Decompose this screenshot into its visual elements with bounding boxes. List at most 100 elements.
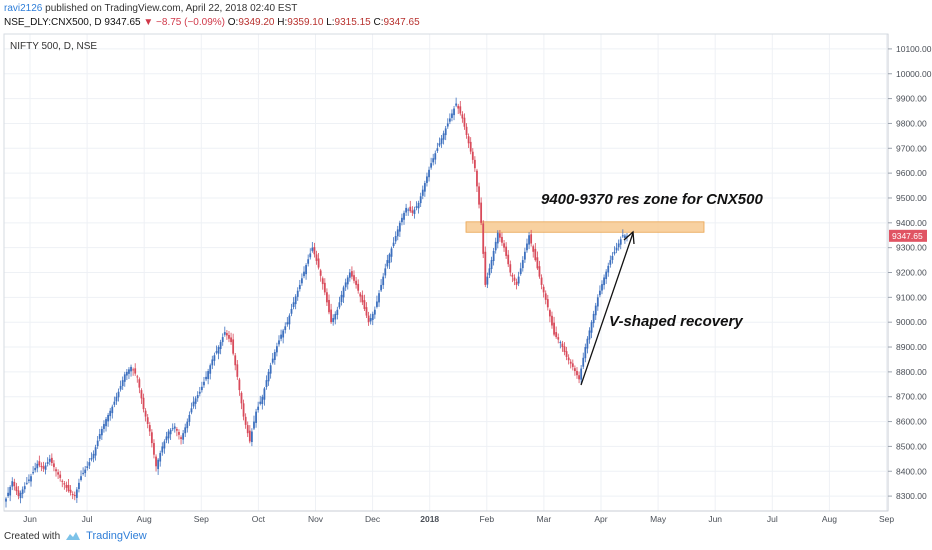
high-value: 9359.10 <box>287 17 324 28</box>
candle <box>494 237 497 254</box>
candle <box>503 240 505 252</box>
time-axis[interactable]: Jun Jul Aug Sep Oct Nov Dec 2018 Feb Mar Apr May Jun… <box>4 510 894 524</box>
candle <box>286 317 289 327</box>
candle <box>382 273 385 290</box>
y-tick-label: 9200.00 <box>896 268 927 278</box>
candle <box>488 263 491 278</box>
candle <box>586 336 589 354</box>
candle <box>284 322 287 334</box>
candle <box>411 206 414 217</box>
candle <box>109 407 112 421</box>
candle <box>463 113 466 130</box>
candle <box>492 247 495 266</box>
recovery-annotation[interactable]: V-shaped recovery <box>609 313 743 330</box>
y-tick-label: 10100.00 <box>896 44 932 54</box>
candle <box>482 220 485 259</box>
price-chart[interactable]: 8300.00 8400.00 8500.00 8600.00 8700.00 8800.… <box>0 0 932 528</box>
high-label: H: <box>277 17 288 28</box>
price-axis[interactable]: 8300.00 8400.00 8500.00 8600.00 8700.00 8800.… <box>888 44 932 501</box>
candle <box>557 333 560 344</box>
candle <box>501 232 503 246</box>
candle <box>84 466 87 477</box>
candle <box>353 270 355 284</box>
candle <box>96 436 99 449</box>
candle <box>190 402 193 415</box>
x-tick-label: Aug <box>137 514 152 524</box>
candle <box>167 429 170 444</box>
candle <box>346 275 349 290</box>
candle <box>63 480 66 490</box>
recovery-arrow[interactable] <box>580 230 635 386</box>
candle <box>69 485 72 496</box>
candle <box>119 380 122 392</box>
candle <box>315 250 318 265</box>
y-tick-label: 8700.00 <box>896 392 927 402</box>
candle <box>565 346 568 361</box>
candle <box>28 474 30 484</box>
candle <box>253 415 255 431</box>
candle <box>355 277 357 289</box>
candle <box>426 172 428 187</box>
candle <box>515 278 518 290</box>
x-tick-label: Jun <box>23 514 37 524</box>
candle <box>419 192 422 208</box>
x-tick-label: Jul <box>82 514 93 524</box>
candle <box>509 260 512 277</box>
candle <box>271 352 274 365</box>
candle <box>219 339 222 355</box>
candle <box>259 395 262 406</box>
candle <box>178 429 180 440</box>
candle <box>196 391 199 402</box>
candle <box>590 320 593 339</box>
author-link[interactable]: ravi2126 <box>4 3 43 14</box>
candle <box>90 452 93 462</box>
y-tick-label: 8900.00 <box>896 342 927 352</box>
candle <box>540 274 543 290</box>
price-tag-label: 9347.65 <box>892 231 923 241</box>
candle <box>125 369 128 381</box>
candle <box>138 377 141 394</box>
candle <box>523 247 526 263</box>
resistance-annotation[interactable]: 9400-9370 res zone for CNX500 <box>541 191 763 208</box>
candle <box>534 242 537 262</box>
candle <box>163 439 166 454</box>
candle <box>351 266 353 280</box>
candle <box>599 285 601 298</box>
candle <box>486 272 489 289</box>
candle <box>438 137 441 148</box>
candle <box>238 377 241 396</box>
candle <box>19 490 22 504</box>
y-tick-label: 8400.00 <box>896 466 927 476</box>
candle <box>186 418 189 433</box>
candle <box>250 428 253 447</box>
tradingview-brand[interactable]: TradingView <box>86 530 147 542</box>
candle <box>59 470 62 482</box>
candle <box>621 229 624 239</box>
candle <box>213 352 216 366</box>
candle <box>200 381 203 393</box>
candle <box>605 269 608 284</box>
candle <box>46 457 49 467</box>
y-tick-label: 9700.00 <box>896 143 927 153</box>
y-tick-label: 9300.00 <box>896 243 927 253</box>
candle <box>292 297 295 310</box>
candle <box>7 487 9 498</box>
candle <box>388 252 391 270</box>
candle <box>132 367 135 376</box>
candle <box>484 246 487 288</box>
x-tick-label: Sep <box>879 514 894 524</box>
candle <box>530 229 533 247</box>
resistance-zone[interactable] <box>465 221 705 233</box>
candle <box>569 359 572 369</box>
x-tick-label: Mar <box>537 514 552 524</box>
candle <box>153 439 155 459</box>
candle <box>398 220 401 237</box>
candle <box>55 467 57 477</box>
candle <box>111 404 114 419</box>
candle <box>584 343 587 363</box>
candle <box>338 296 341 310</box>
candle <box>128 367 130 379</box>
candle <box>582 352 585 370</box>
price-tag-bg <box>889 229 927 242</box>
candle <box>613 246 616 256</box>
